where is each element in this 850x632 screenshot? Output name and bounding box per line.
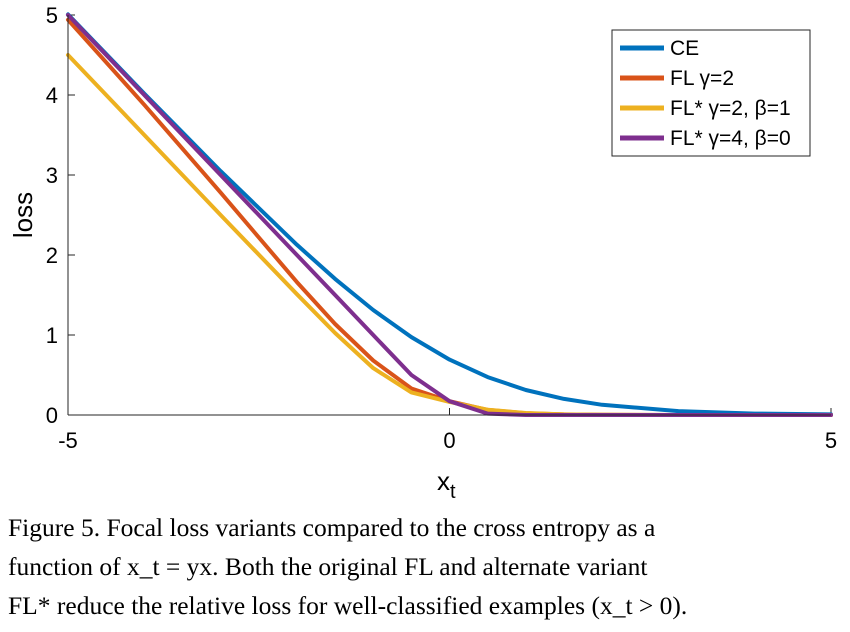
legend: CE FL γ=2 FL* γ=2, β=1 FL* γ=4, β=0	[611, 29, 811, 157]
x-tick-label: 5	[825, 428, 837, 453]
caption-line-2: function of x_t = yx. Both the original …	[8, 552, 648, 581]
legend-label: FL* γ=2, β=1	[670, 97, 791, 120]
caption-line-1: Figure 5. Focal loss variants compared t…	[8, 513, 656, 542]
y-tick-label: 2	[46, 243, 58, 268]
legend-label: CE	[670, 37, 699, 60]
y-tick-label: 3	[46, 163, 58, 188]
legend-box	[611, 29, 811, 157]
y-tick-label: 5	[46, 3, 58, 28]
series-line	[66, 12, 833, 417]
x-tick-label: 0	[443, 428, 455, 453]
x-axis-label-subscript: t	[450, 481, 456, 503]
y-tick-label: 0	[46, 403, 58, 428]
caption-line-3: FL* reduce the relative loss for well-cl…	[8, 591, 688, 620]
x-tick-label: -5	[58, 428, 78, 453]
legend-label: FL γ=2	[670, 67, 734, 90]
y-tick-label: 4	[46, 83, 58, 108]
y-tick-label: 1	[46, 323, 58, 348]
figure-caption: Figure 5. Focal loss variants compared t…	[8, 508, 844, 625]
x-axis-label: xt	[437, 466, 456, 503]
y-axis-label: loss	[8, 192, 38, 238]
legend-label: FL* γ=4, β=0	[670, 127, 791, 150]
